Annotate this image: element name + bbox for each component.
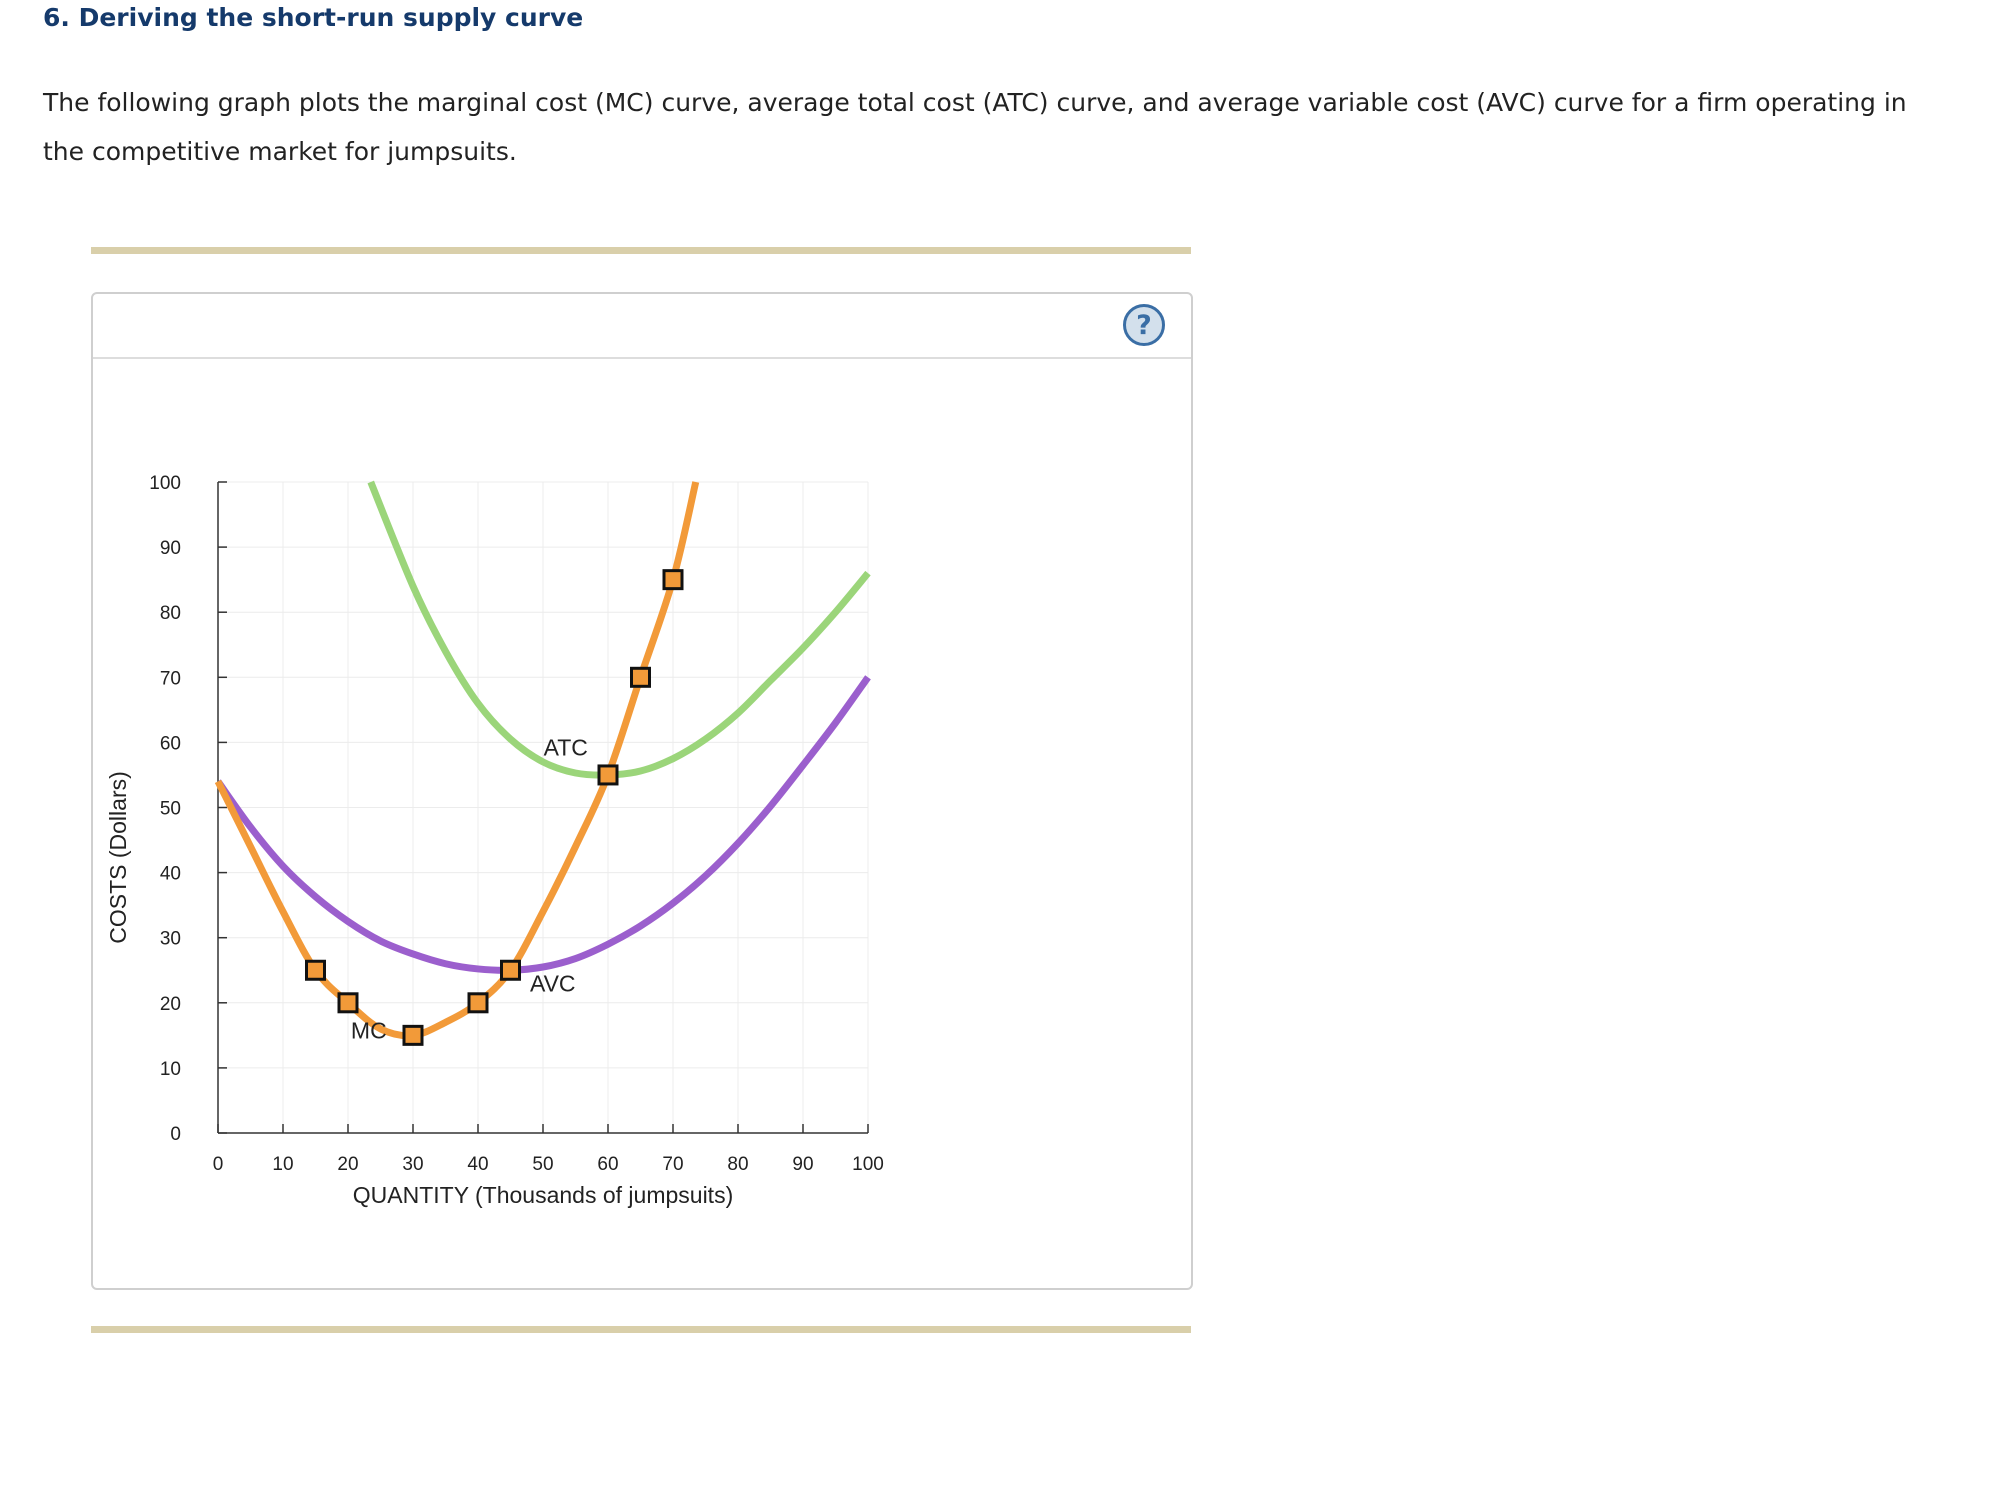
- graph-panel-header: ?: [93, 294, 1191, 359]
- x-tick-label: 70: [662, 1154, 683, 1175]
- top-divider: [91, 247, 1191, 254]
- x-tick-label: 20: [337, 1154, 358, 1175]
- x-tick-label: 100: [852, 1154, 884, 1175]
- x-tick-label: 30: [402, 1154, 423, 1175]
- x-axis-title: QUANTITY (Thousands of jumpsuits): [353, 1182, 733, 1208]
- mc-point-marker: [630, 666, 651, 688]
- y-tick-label: 20: [160, 994, 181, 1015]
- atc-curve-label: ATC: [544, 734, 588, 760]
- x-tick-label: 40: [467, 1154, 488, 1175]
- avc-curve: [215, 675, 871, 974]
- y-tick-label: 0: [170, 1124, 181, 1145]
- y-tick-label: 80: [160, 603, 181, 624]
- y-tick-label: 40: [160, 864, 181, 885]
- mc-point-marker: [662, 569, 684, 591]
- x-tick-label: 0: [213, 1154, 224, 1175]
- y-tick-label: 50: [160, 799, 181, 820]
- graph-panel: ? 0 10 20 30 40 50 60 70 80 90 100 0 10 20 30 40 50 60 70 8…: [91, 292, 1193, 1290]
- y-tick-label: 10: [160, 1059, 181, 1080]
- mc-curve: [214, 481, 700, 1040]
- x-tick-label: 60: [597, 1154, 618, 1175]
- cost-curves-chart: 0 10 20 30 40 50 60 70 80 90 100 0 10 20 30 40 50 60 70 80 9…: [105, 473, 884, 1208]
- mc-point-marker: [500, 959, 521, 981]
- y-tick-label: 30: [160, 929, 181, 950]
- x-tick-label: 50: [532, 1154, 553, 1175]
- mc-point-marker: [305, 959, 326, 981]
- x-tick-label: 80: [727, 1154, 748, 1175]
- question-heading: 6. Deriving the short-run supply curve: [43, 3, 584, 32]
- mc-point-marker: [467, 992, 489, 1014]
- mc-point-marker: [597, 764, 619, 786]
- y-tick-label: 100: [149, 473, 181, 494]
- mc-curve-label: MC: [351, 1018, 387, 1044]
- x-tick-label: 90: [792, 1154, 813, 1175]
- y-tick-label: 70: [160, 668, 181, 689]
- question-intro: The following graph plots the marginal c…: [43, 88, 1907, 166]
- question-mark-icon: ?: [1136, 310, 1152, 341]
- help-button[interactable]: ?: [1123, 304, 1165, 346]
- bottom-divider: [91, 1326, 1191, 1333]
- x-tick-label: 10: [272, 1154, 293, 1175]
- atc-curve: [367, 480, 871, 779]
- y-axis-title: COSTS (Dollars): [105, 771, 131, 944]
- mc-point-marker: [337, 992, 359, 1014]
- y-tick-label: 60: [160, 733, 181, 754]
- avc-curve-label: AVC: [530, 971, 576, 997]
- mc-point-marker: [402, 1024, 424, 1046]
- y-tick-label: 90: [160, 538, 181, 559]
